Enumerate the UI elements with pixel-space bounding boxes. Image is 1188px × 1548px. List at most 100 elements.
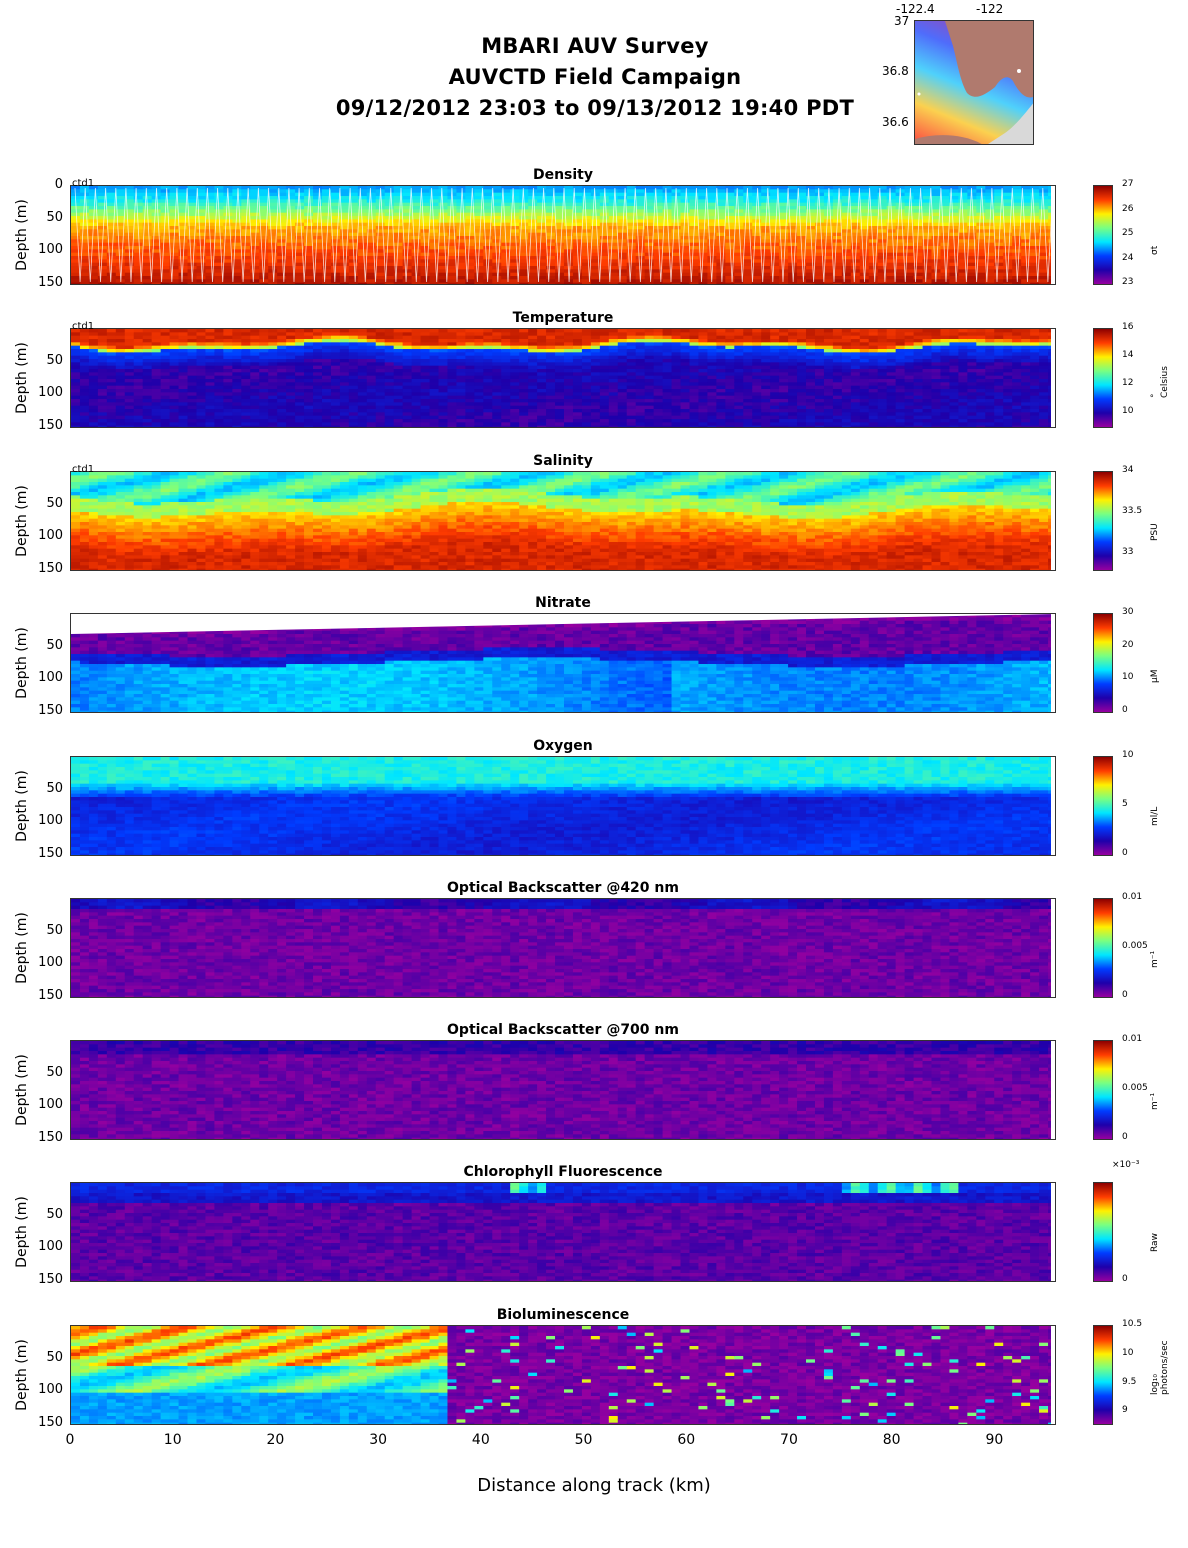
heatmap-cell: [976, 282, 986, 284]
heatmap-cell: [286, 382, 296, 387]
heatmap-cell: [832, 252, 843, 257]
heatmap-cell: [88, 382, 99, 387]
heatmap-cell: [250, 279, 260, 284]
heatmap-cell: [384, 365, 395, 370]
heatmap-cell: [115, 415, 126, 420]
heatmap-cell: [510, 239, 520, 244]
heatmap-cell: [1039, 282, 1049, 284]
heatmap-cell: [510, 365, 520, 370]
heatmap-cell: [97, 409, 108, 413]
heatmap-cell: [1021, 242, 1031, 247]
heatmap-cell: [1039, 269, 1049, 274]
heatmap-cell: [438, 335, 449, 340]
heatmap-cell: [268, 352, 278, 357]
heatmap-cell: [384, 395, 395, 400]
heatmap-cell: [1012, 232, 1022, 237]
heatmap-cell: [79, 335, 90, 340]
heatmap-cell: [859, 206, 870, 210]
heatmap-cell: [940, 202, 951, 207]
heatmap-cell: [510, 249, 520, 254]
heatmap-cell: [71, 355, 81, 360]
heatmap-cell: [617, 196, 628, 200]
heatmap-cell: [142, 189, 153, 194]
heatmap-cell: [384, 272, 395, 277]
heatmap-cell: [214, 359, 224, 363]
heatmap-cell: [895, 282, 906, 284]
heatmap-cell: [286, 339, 296, 343]
heatmap-cell: [608, 282, 619, 284]
heatmap-cell: [716, 276, 726, 280]
heatmap-cell: [788, 189, 798, 194]
heatmap-cell: [635, 219, 646, 224]
heatmap-cell: [725, 232, 735, 237]
heatmap-cell: [438, 282, 449, 284]
heatmap-cell: [196, 425, 207, 427]
heatmap-cell: [196, 375, 207, 380]
heatmap-cell: [967, 252, 977, 257]
heatmap-cell: [940, 199, 951, 204]
heatmap-cell: [241, 216, 251, 220]
heatmap-cell: [304, 375, 314, 380]
heatmap-cell: [483, 206, 493, 210]
heatmap-cell: [994, 192, 1004, 197]
heatmap-cell: [1003, 282, 1013, 284]
heatmap-cell: [599, 206, 610, 210]
heatmap-cell: [626, 192, 637, 197]
heatmap-cell: [555, 415, 565, 420]
heatmap-cell: [456, 345, 466, 350]
heatmap-cell: [348, 352, 359, 357]
heatmap-cell: [940, 206, 951, 210]
heatmap-cell: [160, 196, 171, 200]
heatmap-cell: [88, 236, 99, 240]
heatmap-cell: [330, 392, 341, 397]
heatmap-cell: [770, 266, 780, 270]
heatmap-cell: [985, 269, 995, 274]
heatmap-cell: [501, 279, 511, 284]
heatmap-cell: [1003, 192, 1013, 197]
heatmap-cell: [725, 272, 735, 277]
heatmap-cell: [71, 239, 81, 244]
heatmap-cell: [196, 349, 207, 353]
heatmap-cell: [304, 359, 314, 363]
heatmap-cell: [689, 252, 700, 257]
heatmap-cell: [97, 402, 108, 407]
heatmap-cell: [205, 332, 216, 337]
heatmap-cell: [841, 272, 852, 277]
heatmap-cell: [151, 332, 162, 337]
heatmap-cell: [88, 276, 99, 280]
heatmap-cell: [788, 219, 798, 224]
heatmap-cell: [232, 379, 242, 383]
heatmap-cell: [313, 279, 323, 284]
heatmap-cell: [922, 272, 933, 277]
heatmap-cell: [223, 206, 233, 210]
heatmap-cell: [689, 192, 700, 197]
heatmap-cell: [259, 355, 269, 360]
heatmap-cell: [456, 335, 466, 340]
heatmap-cell: [277, 409, 287, 413]
heatmap-cell: [205, 229, 216, 234]
heatmap-cell: [160, 399, 171, 403]
heatmap-cell: [501, 266, 511, 270]
heatmap-cell: [635, 186, 646, 190]
heatmap-cell: [304, 415, 314, 420]
heatmap-cell: [850, 226, 861, 230]
heatmap-cell: [313, 332, 323, 337]
heatmap-cell: [456, 395, 466, 400]
heatmap-cell: [841, 212, 852, 217]
heatmap-cell: [716, 246, 726, 250]
heatmap-cell: [384, 372, 395, 377]
heatmap-cell: [384, 392, 395, 397]
heatmap-cell: [438, 239, 449, 244]
heatmap-cell: [707, 202, 717, 207]
heatmap-cell: [868, 242, 879, 247]
heatmap-cell: [510, 229, 520, 234]
heatmap-cell: [850, 202, 861, 207]
heatmap-cell: [124, 242, 135, 247]
heatmap-cell: [868, 222, 879, 227]
heatmap-cell: [88, 345, 99, 350]
heatmap-cell: [940, 249, 951, 254]
heatmap-cell: [106, 415, 117, 420]
heatmap-cell: [384, 252, 395, 257]
heatmap-cell: [1012, 192, 1022, 197]
heatmap-cell: [223, 256, 233, 260]
